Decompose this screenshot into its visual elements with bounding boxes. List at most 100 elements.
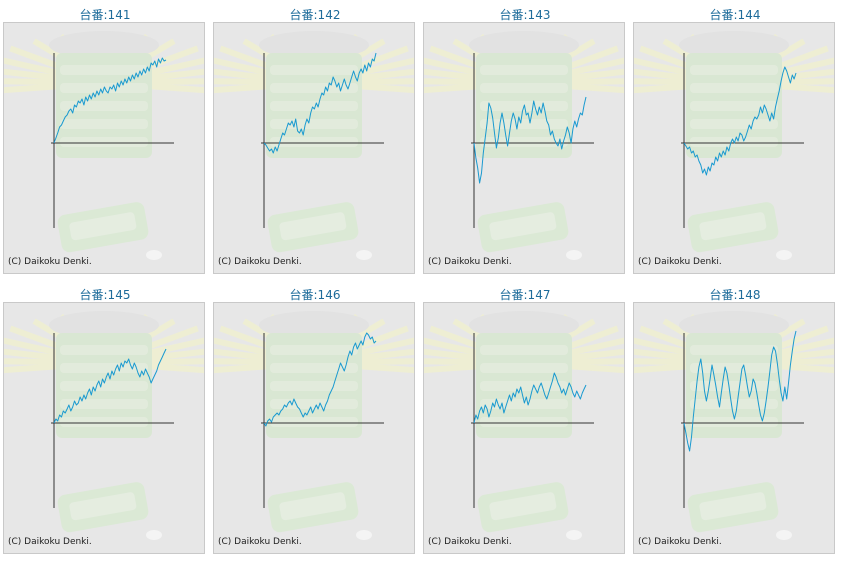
machine-band <box>60 101 148 111</box>
series-line <box>263 52 377 154</box>
chart-frame: (C) Daikoku Denki. <box>423 22 625 274</box>
machine-band <box>270 137 358 147</box>
chart-title[interactable]: 台番:143 <box>499 8 551 22</box>
coin <box>776 530 792 540</box>
machine-band <box>60 65 148 75</box>
machine-band <box>60 381 148 391</box>
background-illustration <box>214 311 414 540</box>
chart-svg <box>214 311 414 540</box>
tray-inner <box>279 492 347 521</box>
chart-frame: (C) Daikoku Denki. <box>3 22 205 274</box>
chart-card: 台番:143 (C) Daikoku Denki. <box>421 0 629 278</box>
machine-band <box>270 101 358 111</box>
copyright-text: (C) Daikoku Denki. <box>638 537 722 547</box>
coin <box>776 250 792 260</box>
tray-inner <box>69 492 137 521</box>
chart-svg <box>214 31 414 260</box>
machine-band <box>270 417 358 427</box>
machine-band <box>270 83 358 93</box>
background-illustration <box>634 311 834 540</box>
chart-card: 台番:147 (C) Daikoku Denki. <box>421 280 629 558</box>
balls-pile <box>259 311 369 339</box>
machine-band <box>480 119 568 129</box>
chart-card: 台番:148 (C) Daikoku Denki. <box>631 280 839 558</box>
machine-band <box>270 119 358 129</box>
coin <box>566 250 582 260</box>
copyright-text: (C) Daikoku Denki. <box>8 257 92 267</box>
balls-pile <box>469 31 579 59</box>
chart-frame: (C) Daikoku Denki. <box>3 302 205 554</box>
machine-band <box>480 417 568 427</box>
background-illustration <box>424 311 624 540</box>
machine-band <box>480 137 568 147</box>
background-illustration <box>4 311 204 540</box>
chart-svg <box>4 311 204 540</box>
series-line <box>683 330 797 452</box>
chart-title[interactable]: 台番:148 <box>709 288 761 302</box>
background-illustration <box>424 31 624 260</box>
machine-band <box>60 119 148 129</box>
machine-band <box>480 83 568 93</box>
chart-frame: (C) Daikoku Denki. <box>213 302 415 554</box>
machine-band <box>60 363 148 373</box>
machine-band <box>690 399 778 409</box>
balls-pile <box>259 31 369 59</box>
machine-band <box>270 345 358 355</box>
chart-frame: (C) Daikoku Denki. <box>633 302 835 554</box>
chart-title[interactable]: 台番:144 <box>709 8 761 22</box>
chart-svg <box>4 31 204 260</box>
copyright-text: (C) Daikoku Denki. <box>638 257 722 267</box>
balls-pile <box>49 31 159 59</box>
machine-band <box>690 65 778 75</box>
machine-band <box>480 65 568 75</box>
chart-title[interactable]: 台番:141 <box>79 8 131 22</box>
machine-band <box>690 101 778 111</box>
series-line <box>473 96 587 184</box>
chart-card: 台番:145 (C) Daikoku Denki. <box>1 280 209 558</box>
machine-band <box>60 137 148 147</box>
balls-pile <box>49 311 159 339</box>
machine-band <box>480 399 568 409</box>
tray-inner <box>489 212 557 241</box>
chart-frame: (C) Daikoku Denki. <box>213 22 415 274</box>
machine-band <box>60 345 148 355</box>
balls-pile <box>679 311 789 339</box>
series-line <box>473 372 587 424</box>
chart-card: 台番:144 (C) Daikoku Denki. <box>631 0 839 278</box>
machine-band <box>690 345 778 355</box>
machine-band <box>690 119 778 129</box>
chart-frame: (C) Daikoku Denki. <box>633 22 835 274</box>
machine-band <box>270 381 358 391</box>
chart-title[interactable]: 台番:147 <box>499 288 551 302</box>
chart-title[interactable]: 台番:145 <box>79 288 131 302</box>
chart-title[interactable]: 台番:146 <box>289 288 341 302</box>
copyright-text: (C) Daikoku Denki. <box>428 257 512 267</box>
chart-card: 台番:146 (C) Daikoku Denki. <box>211 280 419 558</box>
machine-band <box>690 417 778 427</box>
copyright-text: (C) Daikoku Denki. <box>8 537 92 547</box>
machine-band <box>690 363 778 373</box>
copyright-text: (C) Daikoku Denki. <box>428 537 512 547</box>
series-line <box>263 332 377 427</box>
chart-svg <box>634 311 834 540</box>
coin <box>146 250 162 260</box>
chart-card: 台番:141 (C) Daikoku Denki. <box>1 0 209 278</box>
chart-svg <box>424 311 624 540</box>
tray-inner <box>699 212 767 241</box>
machine-band <box>60 417 148 427</box>
coin <box>146 530 162 540</box>
chart-title[interactable]: 台番:142 <box>289 8 341 22</box>
chart-svg <box>634 31 834 260</box>
chart-card: 台番:142 (C) Daikoku Denki. <box>211 0 419 278</box>
tray-inner <box>69 212 137 241</box>
series-line <box>53 348 167 424</box>
machine-band <box>690 83 778 93</box>
chart-svg <box>424 31 624 260</box>
coin <box>356 530 372 540</box>
copyright-text: (C) Daikoku Denki. <box>218 257 302 267</box>
machine-band <box>270 65 358 75</box>
balls-pile <box>469 311 579 339</box>
coin <box>356 250 372 260</box>
series-line <box>53 57 167 144</box>
